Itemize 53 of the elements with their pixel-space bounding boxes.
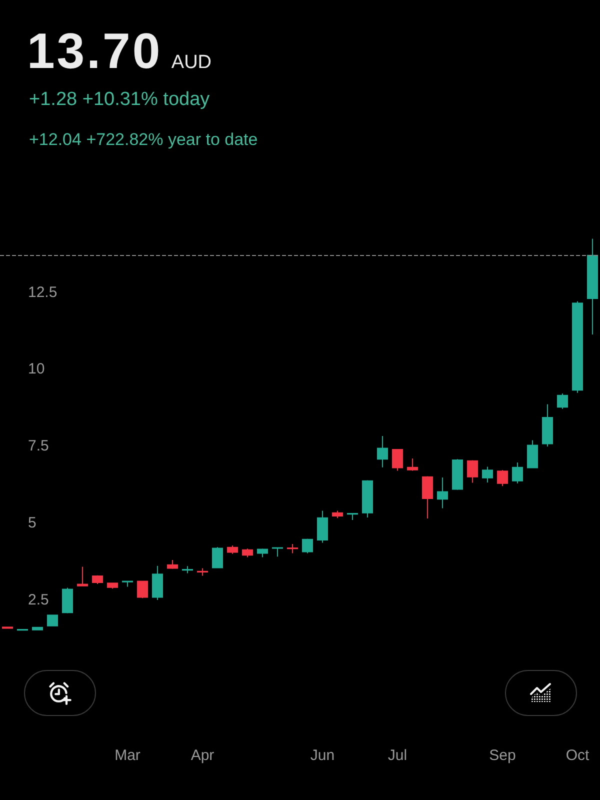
y-tick-label: 12.5 (28, 284, 58, 301)
candlestick (482, 466, 493, 483)
y-tick-label: 2.5 (28, 592, 49, 608)
candlestick (77, 566, 88, 587)
y-tick-label: 7.5 (28, 438, 49, 455)
candlestick (2, 626, 13, 630)
candlestick (287, 544, 298, 554)
candlestick (257, 548, 268, 558)
candlestick (212, 546, 223, 569)
candlestick (452, 458, 463, 490)
candlestick (47, 614, 58, 627)
candlestick (392, 448, 403, 472)
y-tick-label: 5 (28, 514, 36, 532)
candlestick (422, 476, 433, 519)
candlestick (332, 510, 343, 519)
candlestick (437, 477, 448, 509)
candlestick (137, 580, 148, 599)
candlestick (512, 462, 523, 484)
candlestick (122, 580, 133, 588)
candlestick (32, 626, 43, 631)
candlestick (227, 545, 238, 554)
candlestick (407, 458, 418, 472)
candlestick (182, 566, 193, 574)
candlestick (572, 300, 583, 394)
y-tick-label: 10 (28, 360, 45, 378)
x-tick-label: Oct (566, 747, 590, 764)
candlestick (92, 574, 103, 584)
candlestick (62, 587, 73, 614)
candlestick (302, 538, 313, 554)
x-tick-label: Sep (489, 747, 516, 764)
candlestick (152, 565, 163, 600)
candlestick (467, 460, 478, 484)
candlestick (362, 480, 373, 518)
annotation: +12.04 +722.82% year to date (29, 130, 258, 149)
x-tick-label: Jun (310, 747, 335, 764)
candlestick (587, 238, 598, 335)
candlestick (242, 548, 253, 558)
candlestick (167, 560, 178, 570)
candlestick (197, 568, 208, 576)
x-tick-label: Jul (388, 747, 408, 764)
candlestick (347, 512, 358, 520)
candlestick (377, 436, 388, 468)
candlestick (497, 470, 508, 487)
candlestick (542, 404, 553, 447)
candlestick (317, 510, 328, 544)
x-tick-label: Mar (114, 747, 140, 764)
candlestick (272, 546, 283, 558)
text: +1.28 +10.31% today (29, 89, 210, 110)
candlestick (557, 393, 568, 410)
candlestick (107, 582, 118, 590)
text: 13.70 AUD (27, 23, 212, 79)
x-tick-label: Apr (190, 747, 214, 764)
candlestick (527, 440, 538, 469)
